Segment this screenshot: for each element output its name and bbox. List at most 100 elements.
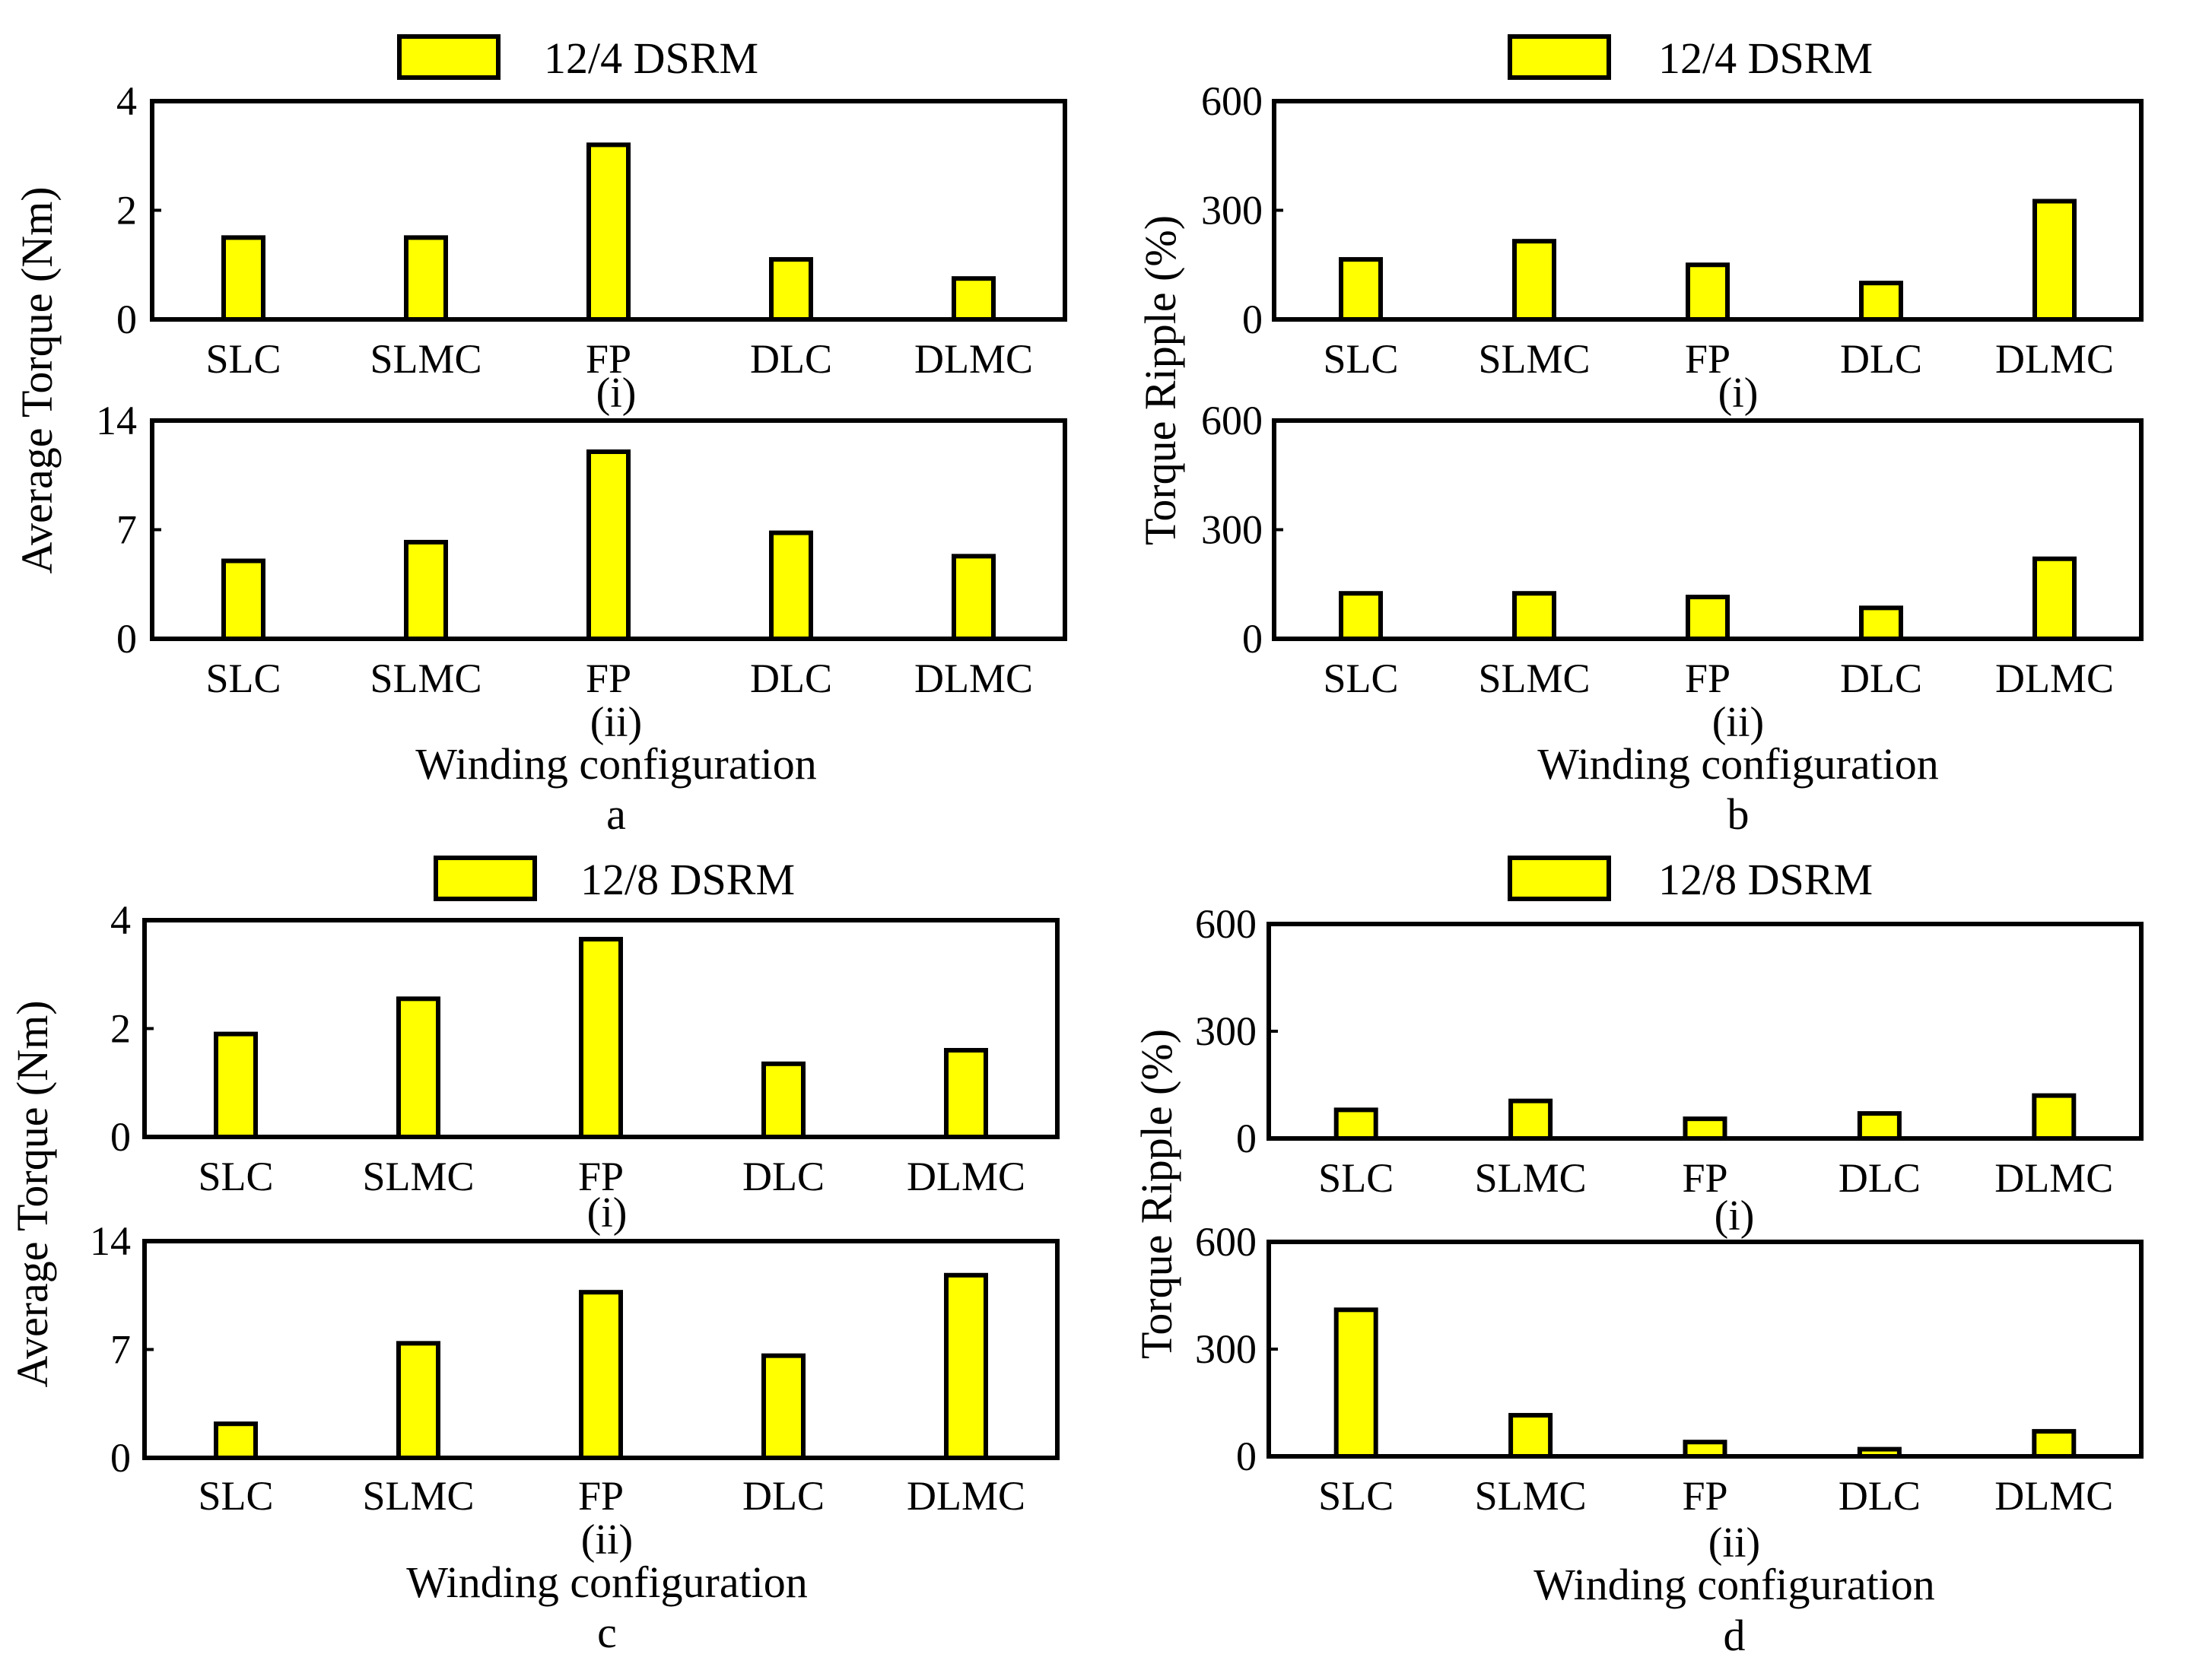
y-tick-label: 600: [1195, 1219, 1257, 1265]
y-tick-label: 600: [1195, 901, 1257, 947]
plot-frame: [150, 99, 1067, 322]
bar-fp: [1686, 594, 1730, 641]
y-tick-label: 14: [90, 1218, 131, 1264]
x-tick-label: DLMC: [1995, 656, 2114, 701]
bar-slc: [1339, 591, 1383, 641]
bar-fp: [586, 142, 631, 322]
y-tick-label: 300: [1201, 507, 1263, 553]
bar-slmc: [404, 539, 448, 642]
legend-label: 12/4 DSRM: [544, 33, 758, 83]
x-tick-label: DLC: [742, 1473, 825, 1519]
bar-dlc: [769, 530, 813, 641]
legend-swatch: [1508, 856, 1611, 901]
y-tick-label: 0: [1236, 1116, 1257, 1161]
y-tick-label: 4: [110, 897, 131, 943]
plot-frame: [142, 918, 1060, 1139]
x-tick-label: DLMC: [1995, 336, 2114, 382]
x-tick-label: FP: [586, 336, 631, 382]
x-tick-label: SLC: [205, 656, 281, 701]
x-axis-label: Winding configuration: [406, 1557, 808, 1607]
bar-slmc: [1508, 1412, 1553, 1459]
x-tick-label: DLMC: [907, 1473, 1025, 1519]
x-tick-label: SLMC: [1475, 1155, 1587, 1201]
bar-slc: [221, 558, 265, 641]
bar-slmc: [1512, 591, 1556, 641]
y-tick-label: 0: [116, 297, 137, 342]
x-tick-label: SLC: [1323, 656, 1398, 701]
plot-frame: [150, 418, 1067, 641]
subplot-label: (ii): [1712, 699, 1764, 746]
legend-swatch: [397, 34, 501, 80]
bar-dlmc: [952, 554, 996, 641]
x-axis-label: Winding configuration: [1537, 739, 1939, 789]
x-tick-label: SLMC: [362, 1154, 474, 1199]
bar-slmc: [1512, 239, 1556, 322]
x-tick-label: DLMC: [907, 1154, 1025, 1199]
bar-dlmc: [944, 1048, 988, 1139]
x-tick-label: FP: [1685, 336, 1731, 382]
x-tick-label: DLC: [1840, 656, 1922, 701]
plot-frame: [1272, 418, 2144, 641]
bar-slc: [214, 1031, 258, 1139]
y-tick-label: 0: [1242, 616, 1263, 662]
subplot-label: (i): [587, 1189, 628, 1237]
y-tick-label: 7: [110, 1327, 131, 1373]
x-tick-label: SLC: [198, 1473, 273, 1519]
bar-slmc: [396, 996, 440, 1139]
bar-slc: [221, 235, 265, 322]
legend-label: 12/8 DSRM: [1658, 855, 1873, 904]
legend-swatch: [1508, 34, 1611, 80]
y-tick-label: 14: [96, 398, 137, 443]
bar-slmc: [396, 1341, 440, 1461]
y-tick-label: 0: [116, 616, 137, 662]
bar-dlc: [761, 1061, 806, 1139]
subplot-label: (i): [596, 370, 637, 417]
x-tick-label: SLC: [1318, 1155, 1394, 1201]
y-tick-label: 600: [1201, 398, 1263, 443]
x-tick-label: SLMC: [1475, 1473, 1587, 1519]
x-tick-label: FP: [1685, 656, 1731, 701]
panel-label: d: [1724, 1611, 1746, 1660]
bar-dlmc: [2032, 198, 2077, 322]
subplot-label: (ii): [590, 699, 642, 746]
y-tick-label: 300: [1195, 1326, 1257, 1372]
y-tick-label: 0: [110, 1114, 131, 1160]
panel-label: b: [1727, 789, 1750, 839]
x-tick-label: DLMC: [1994, 1473, 2113, 1519]
y-tick-label: 4: [116, 78, 137, 124]
bar-dlc: [761, 1353, 806, 1460]
subplot-label: (ii): [1708, 1519, 1760, 1567]
x-tick-label: DLC: [742, 1154, 825, 1199]
bar-dlmc: [2032, 1093, 2077, 1141]
bar-dlmc: [952, 276, 996, 322]
y-tick-label: 0: [1236, 1434, 1257, 1479]
subplot-label: (ii): [581, 1516, 633, 1564]
y-axis-label: Average Torque (Nm): [12, 186, 62, 573]
bar-fp: [1686, 262, 1730, 322]
y-tick-label: 0: [110, 1435, 131, 1481]
y-tick-label: 300: [1201, 188, 1263, 233]
bar-dlc: [1857, 1111, 1902, 1141]
y-tick-label: 600: [1201, 78, 1263, 124]
bar-slmc: [1508, 1098, 1553, 1141]
bar-fp: [579, 1290, 623, 1461]
y-tick-label: 0: [1242, 297, 1263, 342]
x-tick-label: SLC: [198, 1154, 273, 1199]
panel-label: a: [606, 789, 626, 839]
y-tick-label: 7: [116, 507, 137, 553]
bar-slmc: [404, 235, 448, 322]
y-axis-label: Average Torque (Nm): [8, 1000, 57, 1387]
x-tick-label: DLC: [1839, 1473, 1921, 1519]
x-tick-label: DLC: [1839, 1155, 1921, 1201]
legend-label: 12/8 DSRM: [580, 855, 795, 904]
bar-fp: [1683, 1116, 1727, 1141]
plot-frame: [1266, 922, 2144, 1141]
x-tick-label: DLMC: [1994, 1155, 2113, 1201]
x-tick-label: SLC: [1323, 336, 1398, 382]
y-tick-label: 300: [1195, 1008, 1257, 1054]
plot-frame: [1272, 99, 2144, 322]
bar-fp: [586, 449, 631, 641]
x-tick-label: FP: [578, 1154, 624, 1199]
x-tick-label: DLMC: [914, 336, 1033, 382]
